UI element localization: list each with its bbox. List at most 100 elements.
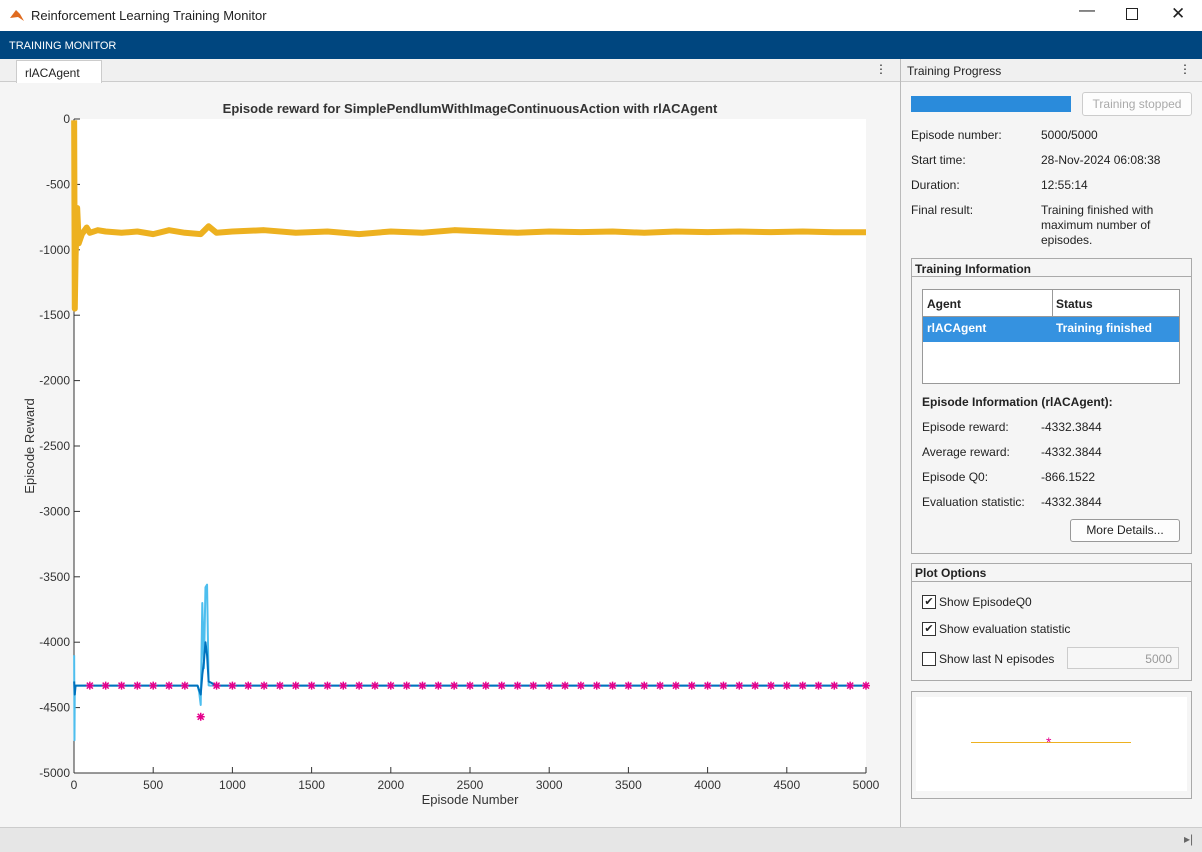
- eval-marker: [656, 682, 664, 690]
- eval-marker: [355, 682, 363, 690]
- eval-marker: [577, 682, 585, 690]
- x-axis-label: Episode Number: [422, 792, 519, 807]
- field-label: Episode number:: [911, 128, 1002, 142]
- last-n-input[interactable]: 5000: [1067, 647, 1179, 669]
- field-value: -4332.3844: [1041, 495, 1102, 509]
- checkbox-label[interactable]: Show last N episodes: [939, 652, 1054, 666]
- y-tick-label: -4500: [39, 701, 70, 715]
- eval-marker: [561, 682, 569, 690]
- eval-marker: [719, 682, 727, 690]
- eval-marker: [783, 682, 791, 690]
- y-tick-label: -4000: [39, 635, 70, 649]
- eval-marker: [418, 682, 426, 690]
- menu-dots[interactable]: ⋮: [1179, 62, 1191, 76]
- y-tick-label: -1500: [39, 308, 70, 322]
- checkbox[interactable]: [922, 652, 936, 666]
- eval-marker: [118, 682, 126, 690]
- table-cell[interactable]: rlACAgent: [927, 321, 986, 335]
- table-header-cell: Status: [1056, 297, 1093, 311]
- eval-marker: [862, 682, 870, 690]
- x-tick-label: 1500: [298, 778, 325, 792]
- plot-options-title: Plot Options: [915, 566, 986, 580]
- toolstrip-tab[interactable]: TRAINING MONITOR: [9, 40, 116, 52]
- table-divider: [1052, 290, 1053, 316]
- eval-marker: [846, 682, 854, 690]
- field-label: Average reward:: [922, 445, 1010, 459]
- table-cell[interactable]: Training finished: [1056, 321, 1152, 335]
- field-label: Evaluation statistic:: [922, 495, 1025, 509]
- collapse-button[interactable]: ▸|: [1184, 832, 1193, 846]
- eval-marker: [323, 682, 331, 690]
- table-header: [923, 290, 1179, 317]
- stop-button[interactable]: Training stopped: [1082, 92, 1192, 116]
- eval-marker: [799, 682, 807, 690]
- eval-marker: [228, 682, 236, 690]
- chart: Episode reward for SimplePendlumWithImag…: [0, 59, 900, 827]
- eval-marker: [213, 682, 221, 690]
- divider: [912, 581, 1191, 582]
- eval-marker: [244, 682, 252, 690]
- episode-info-title: Episode Information (rlACAgent):: [922, 395, 1113, 409]
- x-tick-label: 2500: [457, 778, 484, 792]
- eval-marker: [292, 682, 300, 690]
- eval-marker: [735, 682, 743, 690]
- progress-bar: [911, 96, 1071, 112]
- field-value: -866.1522: [1041, 470, 1095, 484]
- y-tick-label: -1000: [39, 243, 70, 257]
- checkbox[interactable]: ✔: [922, 595, 936, 609]
- field-label: Final result:: [911, 203, 973, 217]
- eval-marker: [86, 682, 94, 690]
- y-tick-label: -2000: [39, 374, 70, 388]
- eval-marker: [498, 682, 506, 690]
- y-tick-label: 0: [63, 112, 70, 126]
- field-label: Start time:: [911, 153, 966, 167]
- eval-marker: [672, 682, 680, 690]
- checkbox-label[interactable]: Show EpisodeQ0: [939, 595, 1032, 609]
- checkbox-label[interactable]: Show evaluation statistic: [939, 622, 1070, 636]
- eval-marker: [339, 682, 347, 690]
- window-title: Reinforcement Learning Training Monitor: [31, 8, 267, 23]
- checkbox[interactable]: ✔: [922, 622, 936, 636]
- eval-marker: [260, 682, 268, 690]
- minimize[interactable]: —: [1079, 2, 1095, 20]
- table-header-cell: Agent: [927, 297, 961, 311]
- field-value: 28-Nov-2024 06:08:38: [1041, 153, 1181, 168]
- field-value: -4332.3844: [1041, 420, 1102, 434]
- close[interactable]: ✕: [1171, 4, 1185, 24]
- title-bar: Reinforcement Learning Training Monitor …: [0, 0, 1202, 32]
- eval-marker: [387, 682, 395, 690]
- eval-marker: [197, 713, 205, 721]
- y-tick-label: -3500: [39, 570, 70, 584]
- status-bar: ▸|: [0, 827, 1202, 852]
- eval-marker: [308, 682, 316, 690]
- maximize[interactable]: [1126, 8, 1138, 20]
- field-value: 5000/5000: [1041, 128, 1181, 143]
- eval-marker: [751, 682, 759, 690]
- field-value: Training finished with maximum number of…: [1041, 203, 1181, 248]
- y-axis-label: Episode Reward: [22, 398, 37, 493]
- toolstrip: TRAINING MONITOR: [0, 31, 1202, 59]
- x-tick-label: 4000: [694, 778, 721, 792]
- eval-marker: [466, 682, 474, 690]
- field-value: 12:55:14: [1041, 178, 1181, 193]
- eval-marker: [830, 682, 838, 690]
- x-tick-label: 1000: [219, 778, 246, 792]
- app-icon: [9, 7, 25, 23]
- eval-marker: [482, 682, 490, 690]
- field-label: Episode Q0:: [922, 470, 988, 484]
- eval-marker: [514, 682, 522, 690]
- eval-marker: [688, 682, 696, 690]
- eval-marker: [181, 682, 189, 690]
- y-tick-label: -5000: [39, 766, 70, 780]
- eval-marker: [371, 682, 379, 690]
- eval-marker: [593, 682, 601, 690]
- agent-table: Agent Status rlACAgent Training finished: [922, 289, 1180, 384]
- eval-marker: [434, 682, 442, 690]
- field-label: Duration:: [911, 178, 960, 192]
- more-details-button[interactable]: More Details...: [1070, 519, 1180, 542]
- eval-marker: [545, 682, 553, 690]
- legend-preview-area: *: [916, 697, 1187, 791]
- eval-marker: [276, 682, 284, 690]
- field-label: Episode reward:: [922, 420, 1009, 434]
